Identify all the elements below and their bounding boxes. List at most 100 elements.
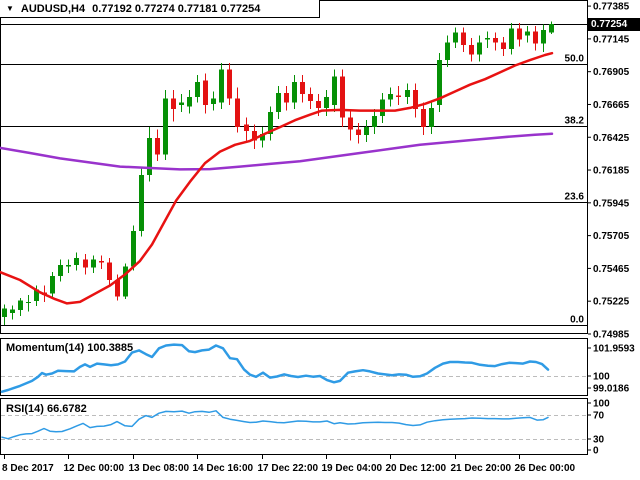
rsi-line	[1, 410, 549, 440]
candle-body	[300, 81, 305, 95]
price-axis-label: 0.75705	[593, 231, 630, 242]
rsi-axis-label: 30	[593, 435, 605, 446]
candle-body	[50, 275, 55, 294]
candle-body	[429, 107, 434, 128]
time-axis-label: 14 Dec 16:00	[193, 463, 254, 474]
candle-body	[469, 45, 474, 55]
candle-body	[388, 94, 393, 100]
candle-body	[485, 38, 490, 40]
price-axis-label: 0.76905	[593, 67, 630, 78]
candle-body	[445, 42, 450, 61]
candle-body	[235, 98, 240, 128]
candle-body	[139, 174, 144, 231]
candle-body	[396, 95, 401, 97]
candle-body	[26, 301, 31, 304]
chart-symbol-timeframe: AUDUSD,H4	[20, 2, 86, 15]
momentum-indicator-label: Momentum(14) 100.3885	[6, 342, 134, 354]
candle-body	[509, 28, 514, 50]
price-axis-label: 0.77385	[593, 2, 630, 13]
candle-body	[517, 28, 522, 40]
dropdown-arrow-icon[interactable]: ▼	[6, 3, 14, 13]
time-axis-label: 12 Dec 00:00	[64, 463, 125, 474]
candle-body	[83, 259, 88, 268]
time-axis-label: 26 Dec 00:00	[515, 463, 576, 474]
candle-body	[123, 266, 128, 297]
candle-body	[187, 96, 192, 107]
candle-body	[372, 116, 377, 128]
candle-body	[525, 31, 530, 36]
candle-body	[453, 32, 458, 43]
fib-level-label-38.2: 38.2	[565, 116, 585, 127]
price-axis-label: 0.76185	[593, 166, 630, 177]
rsi-axis-label: 100	[593, 399, 610, 410]
candle-body	[268, 111, 273, 134]
price-axis-label: 0.76425	[593, 133, 630, 144]
candle-body	[34, 289, 39, 302]
candle-body	[91, 259, 96, 268]
candle-body	[115, 280, 120, 297]
price-axis-label: 0.77145	[593, 34, 630, 45]
candle-body	[74, 258, 79, 265]
candle-body	[107, 262, 112, 281]
fast-ma-line	[0, 51, 554, 305]
candle-body	[2, 308, 7, 317]
candle-body	[10, 309, 15, 313]
momentum-axis-label: 100	[593, 372, 610, 383]
chart-title-box: ▼ AUDUSD,H4 0.77192 0.77274 0.77181 0.77…	[0, 0, 320, 18]
candle-body	[421, 109, 426, 128]
candle-body	[477, 42, 482, 55]
candle-body	[348, 117, 353, 130]
candle-body	[276, 92, 281, 112]
candle-body	[461, 32, 466, 46]
price-axis-label: 0.75225	[593, 297, 630, 308]
candle-body	[203, 80, 208, 106]
candle-body	[99, 260, 104, 263]
candle-body	[380, 99, 385, 117]
candle-body	[308, 94, 313, 102]
candle-body	[340, 76, 345, 118]
time-axis-label: 13 Dec 08:00	[129, 463, 190, 474]
time-axis-label: 20 Dec 12:00	[386, 463, 447, 474]
candle-body	[501, 42, 506, 50]
momentum-axis-label: 101.9593	[593, 344, 635, 355]
candle-body	[332, 76, 337, 106]
candle-body	[179, 102, 184, 106]
candle-body	[356, 129, 361, 136]
price-axis-label: 0.75465	[593, 264, 630, 275]
fib-level-label-0.0: 0.0	[570, 315, 584, 326]
candle-body	[66, 264, 71, 267]
price-axis-label: 0.75945	[593, 198, 630, 209]
candle-body	[292, 81, 297, 103]
candle-body	[533, 31, 538, 44]
rsi-axis-label: 0	[593, 446, 599, 457]
candle-body	[58, 264, 63, 276]
candle-body	[437, 60, 442, 106]
candle-body	[227, 69, 232, 99]
candle-body	[244, 124, 249, 132]
fib-level-label-23.6: 23.6	[565, 192, 585, 203]
candle-body	[155, 137, 160, 155]
candle-body	[163, 98, 168, 155]
time-axis-label: 21 Dec 20:00	[451, 463, 512, 474]
price-axis-label: 0.74985	[593, 329, 630, 340]
candle-body	[284, 92, 289, 103]
current-price-badge: 0.77254	[588, 18, 640, 31]
candle-body	[147, 137, 152, 175]
candle-body	[171, 98, 176, 110]
candle-body	[18, 300, 23, 311]
time-axis-label: 19 Dec 04:00	[322, 463, 383, 474]
candle-body	[405, 90, 410, 97]
candle-body	[324, 96, 329, 108]
rsi-indicator-label: RSI(14) 66.6782	[6, 403, 87, 415]
time-axis-label: 8 Dec 2017	[2, 463, 54, 474]
candle-body	[541, 30, 546, 44]
candle-body	[549, 24, 554, 33]
momentum-line	[0, 343, 550, 393]
price-axis-label: 0.76665	[593, 100, 630, 111]
main-chart-frame[interactable]	[0, 0, 588, 334]
candle-body	[219, 69, 224, 103]
momentum-axis-label: 99.0186	[593, 384, 630, 395]
candle-body	[195, 81, 200, 97]
